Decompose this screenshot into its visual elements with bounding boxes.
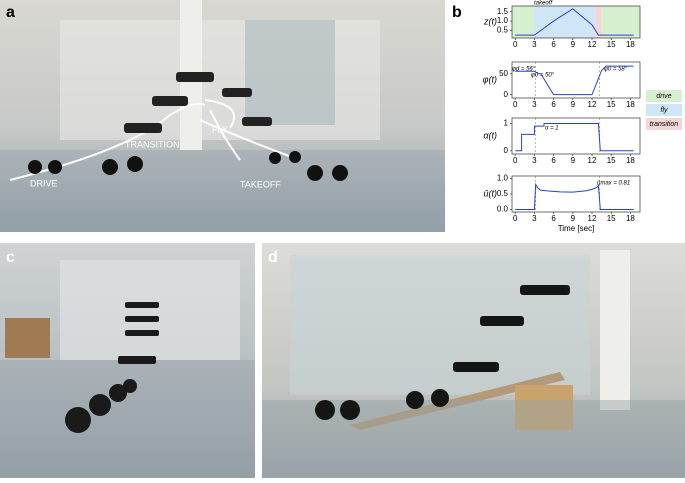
data-line: [515, 122, 634, 152]
axes-frame: [511, 61, 641, 99]
legend-label: fly: [661, 107, 669, 114]
photo-label: DRIVE: [30, 178, 58, 188]
y-tick-label: 0.5: [497, 26, 509, 35]
phase-region: [595, 6, 602, 38]
x-tick-label: 15: [607, 100, 616, 109]
panel-label: b: [452, 4, 462, 21]
legend-swatch: [646, 118, 682, 130]
axes-frame: [511, 117, 641, 155]
x-tick-label: 12: [588, 214, 597, 223]
y-tick-label: 1.0: [497, 16, 509, 25]
x-tick-label: 12: [588, 156, 597, 165]
legend-label: drive: [656, 93, 671, 100]
annotation: ūmax = 0.81: [597, 181, 630, 187]
x-tick-label: 3: [532, 40, 537, 49]
x-tick-label: 6: [551, 100, 556, 109]
phase-region: [534, 6, 596, 38]
data-line: [515, 8, 634, 36]
y-tick-label: 0: [504, 146, 509, 155]
x-tick-label: 18: [626, 100, 635, 109]
x-tick-label: 9: [571, 40, 576, 49]
x-tick-label: 3: [532, 156, 537, 165]
x-tick-label: 0: [513, 40, 518, 49]
annotation: φd = 56°: [512, 67, 536, 73]
x-tick-label: 9: [571, 100, 576, 109]
y-axis-label: α(t): [483, 130, 497, 140]
photo-label: TRANSITION: [125, 139, 180, 149]
x-tick-label: 18: [626, 40, 635, 49]
y-axis-label: φ(t): [483, 74, 497, 84]
legend-label: transition: [650, 121, 679, 128]
x-tick-label: 9: [571, 156, 576, 165]
x-tick-label: 12: [588, 40, 597, 49]
y-tick-label: 1.5: [497, 7, 509, 16]
data-line: [515, 182, 634, 211]
y-axis-label: ū(t): [484, 188, 498, 198]
x-tick-label: 0: [513, 156, 518, 165]
photo-c: [0, 243, 255, 478]
data-line: [515, 65, 634, 96]
annotation: φ0 = 58°: [604, 67, 628, 73]
panel-label: d: [268, 249, 278, 266]
x-tick-label: 15: [607, 214, 616, 223]
panel-label: c: [6, 249, 15, 266]
axes-frame: [511, 5, 641, 39]
photo-label: FLY: [212, 124, 228, 134]
phase-region: [512, 6, 535, 38]
x-tick-label: 15: [607, 40, 616, 49]
photo-d: [262, 243, 685, 478]
phase-region: [601, 6, 640, 38]
y-tick-label: 0: [504, 90, 509, 99]
x-tick-label: 3: [532, 100, 537, 109]
x-tick-label: 0: [513, 100, 518, 109]
annotation: α = 1: [545, 126, 559, 132]
annotation: φ0 = 50°: [531, 73, 555, 79]
y-tick-label: 0.0: [497, 205, 509, 214]
x-tick-label: 6: [551, 40, 556, 49]
y-tick-label: 50: [499, 69, 508, 78]
y-tick-label: 1: [504, 119, 509, 128]
y-tick-label: 1.0: [497, 174, 509, 183]
photo-label: TAKEOFF: [240, 179, 281, 189]
x-tick-label: 18: [626, 214, 635, 223]
x-tick-label: 18: [626, 156, 635, 165]
x-axis-label: Time [sec]: [558, 224, 595, 233]
panel-label: a: [6, 4, 15, 21]
legend: drive fly transition: [646, 90, 682, 130]
photo-a: DRIVE TRANSITION FLY TAKEOFF: [0, 0, 445, 232]
x-tick-label: 6: [551, 156, 556, 165]
x-tick-label: 12: [588, 100, 597, 109]
x-tick-label: 9: [571, 214, 576, 223]
x-tick-label: 15: [607, 156, 616, 165]
y-axis-label: z(t): [483, 16, 497, 26]
x-tick-label: 6: [551, 214, 556, 223]
x-tick-label: 0: [513, 214, 518, 223]
x-tick-label: 3: [532, 214, 537, 223]
legend-swatch: [646, 104, 682, 116]
annotation: takeoff: [534, 1, 553, 7]
y-tick-label: 0.5: [497, 189, 509, 198]
legend-swatch: [646, 90, 682, 102]
